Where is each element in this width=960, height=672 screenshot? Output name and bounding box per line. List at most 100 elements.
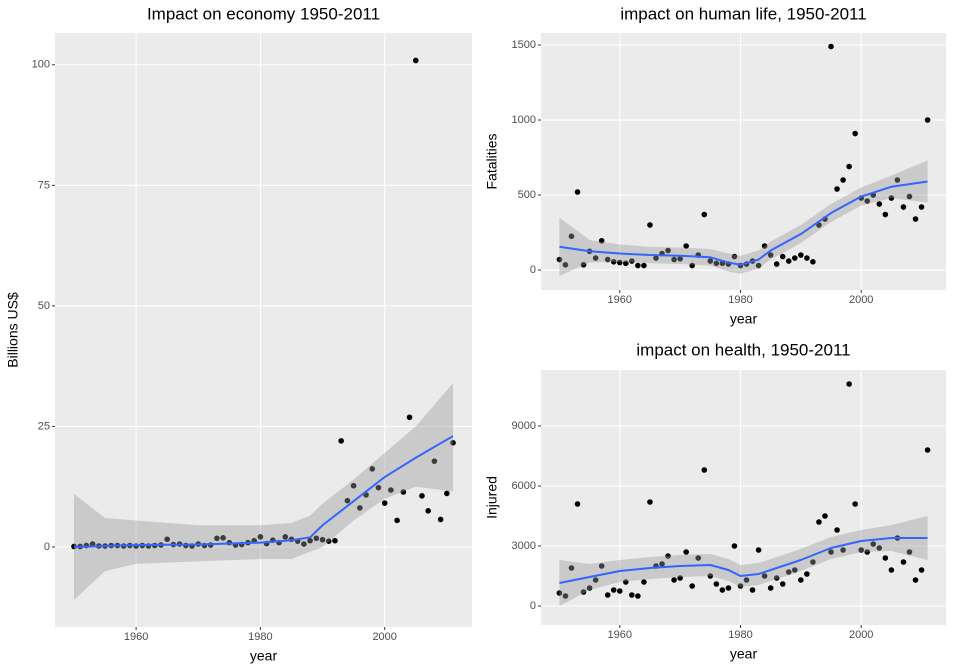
- point: [381, 500, 388, 506]
- point: [647, 222, 653, 228]
- point: [816, 222, 822, 228]
- y-tick-label: 9000: [512, 420, 536, 432]
- point: [713, 581, 720, 587]
- panel-background: [541, 33, 946, 290]
- point: [580, 261, 587, 268]
- point: [888, 567, 895, 573]
- point: [876, 545, 883, 551]
- point: [918, 204, 925, 210]
- point: [369, 466, 376, 472]
- point: [798, 577, 804, 583]
- point: [785, 569, 792, 575]
- y-tick-label: 0: [530, 264, 536, 276]
- point: [912, 577, 919, 583]
- x-tick-label: 1980: [728, 629, 752, 641]
- x-axis-title: year: [730, 646, 758, 662]
- point: [338, 438, 344, 444]
- point: [683, 549, 689, 555]
- point: [725, 585, 732, 591]
- point: [731, 253, 738, 260]
- point: [906, 193, 913, 200]
- point: [325, 538, 332, 544]
- point: [164, 536, 170, 543]
- trend-line: [559, 180, 928, 266]
- y-axis-title: Billions US$: [5, 292, 21, 368]
- point: [840, 177, 846, 183]
- point: [610, 258, 617, 265]
- point: [773, 575, 780, 581]
- point: [852, 130, 858, 137]
- point: [707, 573, 714, 579]
- point: [701, 467, 708, 473]
- point: [761, 243, 768, 249]
- panel-background: [541, 370, 946, 625]
- point: [677, 255, 683, 262]
- point: [888, 195, 895, 201]
- point: [792, 255, 798, 261]
- point: [804, 571, 810, 577]
- point: [882, 555, 889, 561]
- point: [635, 593, 641, 599]
- point: [719, 587, 726, 593]
- point: [671, 256, 677, 263]
- point: [307, 537, 313, 544]
- point: [412, 57, 419, 64]
- point: [313, 535, 320, 542]
- point: [665, 247, 671, 254]
- point: [220, 535, 226, 541]
- trend-line: [73, 435, 454, 548]
- point: [375, 484, 382, 491]
- point: [689, 583, 695, 589]
- y-tick-label: 1500: [512, 39, 536, 51]
- x-axis-title: year: [730, 311, 758, 327]
- y-axis-title: Injured: [484, 476, 500, 519]
- plot-area: [55, 33, 472, 627]
- point: [319, 536, 326, 543]
- point: [586, 585, 593, 591]
- point: [598, 237, 605, 244]
- point: [906, 549, 913, 555]
- point: [562, 261, 569, 268]
- chart-title: impact on human life, 1950-2011: [620, 4, 866, 23]
- point: [785, 258, 792, 264]
- point: [574, 189, 581, 195]
- x-tick-label: 2000: [849, 629, 873, 641]
- y-tick-label: 6000: [512, 480, 536, 492]
- point: [918, 567, 925, 573]
- x-tick-label: 2000: [849, 294, 873, 306]
- y-tick-label: 100: [32, 59, 50, 71]
- point: [761, 573, 768, 579]
- point: [737, 583, 744, 589]
- point: [419, 493, 425, 499]
- point: [816, 519, 822, 525]
- point: [556, 590, 563, 596]
- point: [882, 211, 889, 218]
- point: [924, 117, 931, 123]
- point: [623, 579, 629, 585]
- point: [701, 211, 708, 218]
- y-tick-label: 75: [38, 179, 50, 191]
- point: [604, 592, 611, 598]
- point: [332, 537, 338, 544]
- point: [689, 262, 695, 269]
- point: [798, 252, 804, 258]
- y-tick-label: 500: [518, 189, 536, 201]
- point: [616, 588, 623, 594]
- y-tick-label: 25: [38, 420, 50, 432]
- y-tick-label: 1000: [512, 114, 536, 126]
- plot-area: [541, 370, 946, 625]
- x-axis-title: year: [250, 648, 278, 664]
- point: [257, 534, 264, 540]
- point: [301, 541, 307, 547]
- point: [282, 534, 289, 540]
- point: [900, 204, 907, 210]
- point: [641, 579, 647, 585]
- point: [858, 547, 864, 553]
- point: [822, 513, 828, 519]
- point: [846, 381, 852, 387]
- point: [556, 256, 563, 263]
- point: [568, 565, 575, 571]
- point: [357, 505, 363, 511]
- point: [683, 243, 689, 249]
